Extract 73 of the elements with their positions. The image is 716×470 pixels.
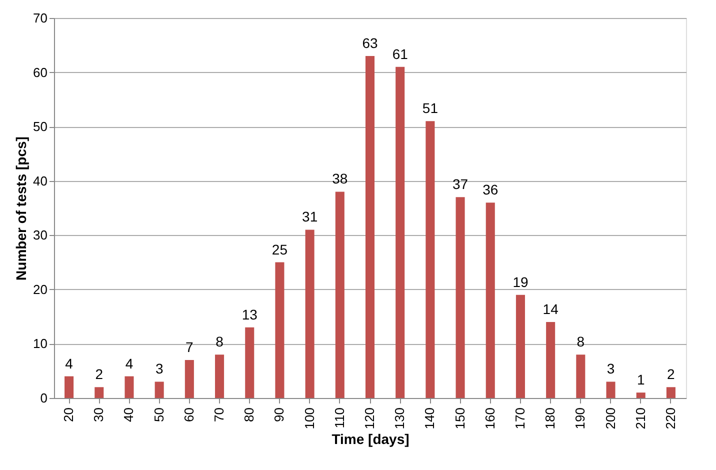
y-tick-label: 60 — [33, 64, 48, 80]
bar — [184, 360, 194, 398]
bar — [245, 327, 254, 398]
bar — [606, 382, 616, 398]
y-tick-label: 10 — [33, 336, 48, 352]
data-label: 4 — [65, 355, 74, 372]
data-label: 14 — [542, 301, 559, 317]
x-tick-label: 50 — [151, 408, 166, 422]
data-label: 2 — [667, 366, 676, 382]
data-label: 4 — [125, 355, 134, 372]
bar — [335, 192, 344, 398]
bar — [124, 376, 134, 398]
bar — [275, 262, 284, 398]
data-label: 19 — [512, 274, 528, 290]
bar — [576, 354, 586, 398]
bar — [365, 56, 375, 398]
y-tick-label: 30 — [33, 228, 48, 243]
bar — [94, 387, 104, 398]
x-tick-label: 210 — [632, 408, 648, 430]
bar — [666, 387, 676, 398]
data-label: 3 — [606, 360, 615, 377]
data-label: 25 — [272, 241, 288, 258]
bar — [426, 121, 435, 398]
data-label: 7 — [186, 339, 194, 355]
bar — [546, 322, 556, 398]
y-tick-label: 50 — [33, 119, 48, 134]
x-tick-label: 130 — [392, 408, 408, 430]
bar — [636, 392, 646, 398]
data-label: 61 — [392, 46, 408, 62]
data-label: 8 — [576, 334, 585, 350]
bar — [486, 202, 495, 398]
x-tick-label: 100 — [302, 408, 317, 430]
y-tick-label: 0 — [40, 390, 48, 406]
data-label: 13 — [242, 306, 258, 322]
x-tick-label: 110 — [332, 408, 347, 428]
data-label: 63 — [362, 35, 378, 51]
data-label: 37 — [452, 176, 468, 192]
x-tick-label: 120 — [362, 408, 377, 430]
bar — [305, 230, 314, 398]
bar — [396, 66, 405, 398]
x-tick-label: 170 — [512, 408, 528, 430]
data-label: 8 — [216, 334, 224, 350]
x-tick-label: 180 — [542, 408, 558, 430]
bar — [154, 382, 164, 398]
x-tick-label: 90 — [272, 408, 287, 422]
data-label: 36 — [482, 182, 498, 198]
x-tick-label: 220 — [662, 408, 678, 430]
x-tick-label: 80 — [242, 408, 257, 422]
x-tick-label: 60 — [181, 408, 196, 422]
x-tick-label: 190 — [572, 408, 588, 430]
x-axis-title: Time [days] — [332, 431, 410, 448]
y-tick-label: 20 — [33, 282, 48, 297]
bar — [215, 354, 224, 398]
data-label: 38 — [332, 170, 348, 187]
data-label: 1 — [636, 372, 645, 388]
bar — [64, 376, 74, 398]
data-label: 51 — [422, 100, 438, 116]
x-tick-label: 160 — [482, 408, 498, 430]
x-tick-label: 30 — [91, 408, 106, 422]
y-axis-title: Number of tests [pcs] — [13, 136, 30, 280]
y-tick-label: 40 — [33, 173, 48, 188]
x-tick-label: 40 — [121, 408, 136, 422]
data-label: 31 — [302, 208, 318, 225]
x-tick-label: 140 — [422, 408, 438, 430]
bar — [516, 294, 525, 398]
x-tick-label: 150 — [452, 408, 468, 430]
x-tick-label: 200 — [602, 408, 618, 430]
data-label: 2 — [95, 366, 104, 382]
x-tick-label: 20 — [61, 408, 76, 422]
data-label: 3 — [155, 360, 164, 377]
y-tick-label: 70 — [33, 10, 48, 26]
x-tick-label: 70 — [212, 408, 227, 422]
bar — [456, 197, 465, 398]
